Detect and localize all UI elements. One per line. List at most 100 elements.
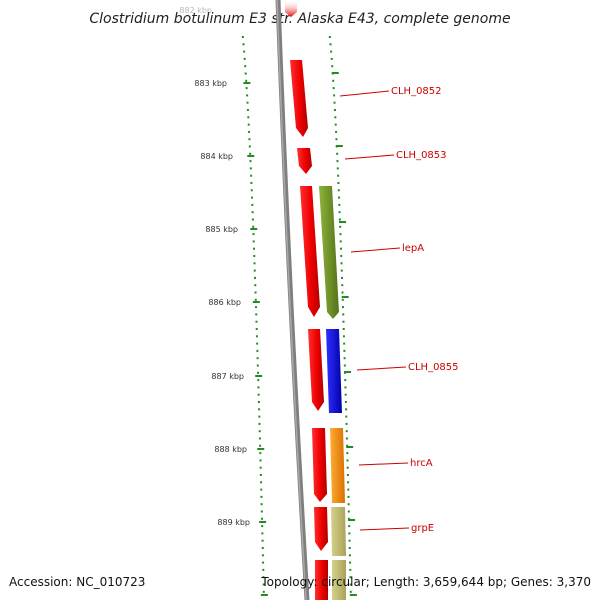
scale-dot bbox=[258, 422, 261, 425]
scale-dot bbox=[344, 401, 347, 403]
scale-dot bbox=[262, 568, 265, 571]
scale-dot bbox=[339, 233, 342, 236]
scale-dot bbox=[257, 379, 260, 382]
scale-dot bbox=[258, 408, 261, 411]
tick-label: 888 kbp bbox=[214, 445, 247, 454]
outer-tick bbox=[331, 72, 339, 74]
scale-dot bbox=[330, 57, 333, 60]
scale-dot bbox=[261, 539, 264, 542]
scale-dot bbox=[337, 174, 340, 177]
gene-arrow[interactable] bbox=[297, 148, 312, 174]
gene-label-CLH_0855: CLH_0855 bbox=[408, 362, 459, 373]
scale-dot bbox=[346, 474, 349, 476]
gene-grpE[interactable] bbox=[331, 507, 346, 556]
gene-arrow[interactable] bbox=[285, 0, 297, 17]
scale-dot bbox=[341, 284, 344, 287]
scale-dot bbox=[349, 590, 352, 593]
gene-segment[interactable] bbox=[332, 560, 346, 600]
scale-dot bbox=[338, 211, 341, 214]
scale-dot bbox=[340, 269, 343, 272]
gene-arrow[interactable] bbox=[308, 329, 324, 411]
tick-label: 885 kbp bbox=[205, 225, 238, 234]
gene-label-CLH_0853: CLH_0853 bbox=[396, 150, 447, 161]
scale-dot bbox=[260, 495, 263, 498]
tick-label: 883 kbp bbox=[194, 79, 227, 88]
scale-dot bbox=[262, 561, 265, 564]
scale-dot bbox=[342, 320, 345, 323]
scale-dot bbox=[344, 393, 347, 396]
tick-marks bbox=[243, 72, 357, 596]
scale-dot bbox=[259, 444, 262, 447]
tick-label: 886 kbp bbox=[208, 298, 241, 307]
scale-dot bbox=[341, 291, 344, 294]
scale-dot bbox=[253, 262, 256, 265]
scale-dot bbox=[251, 196, 254, 199]
scale-dot bbox=[261, 532, 264, 535]
scale-dot bbox=[345, 422, 348, 425]
scale-dot bbox=[251, 211, 254, 214]
outer-tick bbox=[341, 296, 349, 298]
scale-dot bbox=[242, 43, 245, 46]
scale-dot bbox=[340, 262, 343, 265]
label-leader bbox=[344, 154, 395, 160]
scale-dot bbox=[338, 203, 341, 206]
major-tick bbox=[257, 448, 265, 450]
scale-dot bbox=[333, 94, 336, 97]
major-tick bbox=[255, 375, 263, 377]
scale-dot bbox=[340, 255, 343, 257]
major-tick bbox=[260, 594, 268, 596]
gene-arrow[interactable] bbox=[315, 560, 328, 600]
scale-dot bbox=[252, 240, 255, 243]
major-tick bbox=[252, 301, 260, 303]
scale-dot bbox=[338, 196, 341, 199]
scale-dot bbox=[255, 320, 258, 323]
scale-dot bbox=[252, 247, 255, 250]
scale-dot bbox=[261, 517, 264, 520]
gene-arrow[interactable] bbox=[300, 186, 320, 317]
scale-dot bbox=[248, 130, 251, 133]
scale-dot bbox=[332, 79, 335, 82]
scale-dot bbox=[329, 43, 332, 46]
scale-dot bbox=[344, 386, 347, 389]
scale-dot bbox=[334, 123, 337, 126]
gene-arrow[interactable] bbox=[314, 507, 328, 551]
scale-dot bbox=[341, 306, 344, 309]
scale-dot bbox=[253, 255, 256, 257]
forward-strand-track bbox=[285, 0, 328, 600]
scale-dot bbox=[343, 357, 346, 360]
scale-dot bbox=[333, 101, 336, 104]
scale-dot bbox=[346, 459, 349, 462]
gene-label-hrcA: hrcA bbox=[410, 458, 433, 469]
gene-hrcA[interactable] bbox=[330, 428, 345, 503]
scale-dot bbox=[262, 590, 265, 593]
tick-label: 882 kbp bbox=[179, 6, 212, 15]
scale-dot bbox=[346, 444, 349, 447]
scale-dot bbox=[256, 357, 259, 360]
scale-dot bbox=[243, 57, 246, 60]
scale-dot bbox=[260, 510, 263, 513]
major-tick bbox=[243, 82, 251, 84]
gene-lepA[interactable] bbox=[319, 186, 339, 319]
topology-summary: Topology: circular; Length: 3,659,644 bp… bbox=[261, 575, 591, 589]
scale-dot bbox=[347, 510, 350, 513]
scale-dot bbox=[260, 488, 263, 491]
scale-dot bbox=[257, 393, 260, 396]
scale-dot bbox=[249, 160, 252, 163]
gene-CLH_0855[interactable] bbox=[326, 329, 342, 413]
scale-dot bbox=[254, 306, 257, 309]
scale-dot bbox=[247, 116, 250, 119]
scale-dot bbox=[244, 72, 247, 75]
gene-arrow[interactable] bbox=[290, 60, 308, 137]
scale-dot bbox=[348, 532, 351, 535]
scale-dot bbox=[348, 547, 351, 549]
map-title: Clostridium botulinum E3 str. Alaska E43… bbox=[89, 11, 510, 27]
scale-dot bbox=[252, 225, 255, 228]
tick-labels: 882 kbp 883 kbp 884 kbp 885 kbp 886 kbp … bbox=[179, 6, 250, 527]
scale-dot bbox=[349, 561, 352, 564]
outer-tick bbox=[344, 371, 352, 373]
scale-dot bbox=[257, 386, 260, 389]
scale-dot bbox=[254, 284, 257, 287]
scale-dot bbox=[331, 65, 334, 68]
tick-label: 887 kbp bbox=[211, 372, 244, 381]
gene-arrow[interactable] bbox=[312, 428, 327, 502]
